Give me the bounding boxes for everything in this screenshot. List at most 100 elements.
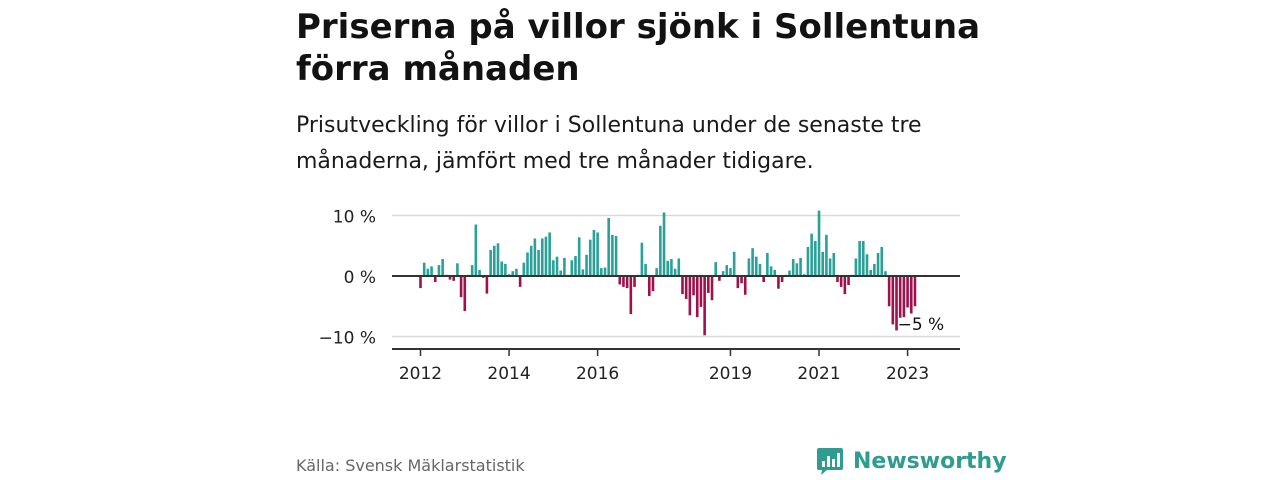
bar bbox=[873, 263, 876, 276]
bar bbox=[869, 269, 872, 276]
bar bbox=[515, 268, 518, 276]
bar bbox=[710, 276, 714, 301]
bar-series bbox=[419, 210, 917, 336]
bar bbox=[825, 234, 828, 276]
bar bbox=[603, 267, 607, 276]
bar bbox=[463, 276, 467, 312]
bar bbox=[548, 232, 551, 276]
bar bbox=[699, 276, 703, 307]
axes bbox=[392, 275, 960, 356]
bar bbox=[433, 276, 437, 283]
bar bbox=[736, 276, 740, 289]
bar bbox=[666, 260, 670, 277]
bar bbox=[806, 246, 810, 276]
bar bbox=[526, 252, 529, 276]
bar bbox=[865, 254, 869, 276]
bar bbox=[581, 269, 585, 277]
bar bbox=[555, 256, 559, 276]
bar bbox=[470, 265, 474, 276]
bar bbox=[651, 276, 655, 292]
brand-logo[interactable]: Newsworthy bbox=[815, 446, 1007, 476]
bar bbox=[659, 225, 662, 276]
bar bbox=[854, 258, 858, 276]
bar bbox=[585, 254, 588, 276]
bar bbox=[529, 245, 533, 276]
bar bbox=[743, 276, 747, 295]
bar bbox=[725, 265, 729, 276]
bar bbox=[754, 256, 758, 276]
bar bbox=[832, 253, 836, 276]
bar bbox=[795, 263, 799, 277]
bar bbox=[577, 237, 581, 276]
bar bbox=[419, 276, 422, 289]
bar bbox=[703, 276, 706, 336]
bar bbox=[552, 260, 555, 276]
bar bbox=[504, 263, 507, 276]
bar bbox=[533, 238, 537, 276]
newsworthy-logo-icon bbox=[817, 448, 843, 475]
bar bbox=[777, 276, 780, 289]
bar bbox=[518, 276, 522, 287]
bar bbox=[828, 258, 832, 276]
bar bbox=[732, 251, 736, 276]
bar bbox=[618, 276, 622, 285]
bar bbox=[614, 236, 618, 276]
bar bbox=[895, 276, 898, 331]
source-note: Källa: Svensk Mäklarstatistik bbox=[296, 456, 525, 475]
bar bbox=[633, 276, 636, 287]
bar bbox=[493, 245, 496, 276]
bar bbox=[762, 276, 765, 283]
bar bbox=[485, 276, 489, 294]
bar bbox=[884, 271, 887, 276]
bar bbox=[714, 262, 717, 276]
bar bbox=[441, 259, 444, 276]
y-tick-label: −10 % bbox=[319, 329, 376, 349]
bar bbox=[862, 240, 865, 276]
bar bbox=[670, 259, 673, 276]
x-tick-label: 2021 bbox=[797, 364, 840, 384]
bar bbox=[574, 256, 577, 276]
bar bbox=[718, 276, 721, 281]
bar bbox=[489, 249, 492, 276]
bar bbox=[887, 276, 891, 307]
bar bbox=[426, 268, 430, 276]
bar bbox=[810, 233, 813, 276]
bar bbox=[751, 248, 754, 276]
bar bbox=[588, 239, 592, 276]
bar bbox=[747, 258, 751, 276]
bar bbox=[500, 261, 503, 276]
data-label: −5 % bbox=[898, 315, 945, 335]
bar bbox=[791, 259, 795, 276]
bar bbox=[448, 276, 452, 280]
bar bbox=[537, 249, 540, 276]
bar bbox=[544, 236, 548, 276]
bar bbox=[891, 276, 895, 325]
bar bbox=[629, 276, 633, 315]
bar bbox=[437, 265, 441, 276]
bar bbox=[817, 210, 821, 276]
x-tick-label: 2012 bbox=[399, 364, 442, 384]
bar bbox=[540, 238, 544, 276]
bar bbox=[430, 266, 433, 276]
bar bbox=[563, 257, 566, 276]
bar bbox=[858, 240, 861, 276]
y-tick-label: 0 % bbox=[344, 268, 376, 288]
bar bbox=[592, 230, 596, 276]
bar bbox=[766, 253, 769, 276]
bar bbox=[799, 257, 802, 276]
x-tick-label: 2023 bbox=[886, 364, 929, 384]
bar bbox=[688, 276, 692, 316]
bar bbox=[880, 246, 884, 276]
bar bbox=[662, 212, 666, 276]
bar bbox=[788, 270, 791, 277]
bar bbox=[600, 268, 603, 276]
bar bbox=[611, 234, 614, 276]
y-tick-label: 10 % bbox=[333, 208, 376, 228]
x-tick-label: 2016 bbox=[576, 364, 619, 384]
bar bbox=[607, 217, 610, 276]
bar bbox=[655, 268, 658, 276]
bar bbox=[913, 276, 917, 307]
bar bbox=[758, 263, 762, 276]
bar bbox=[695, 276, 699, 318]
